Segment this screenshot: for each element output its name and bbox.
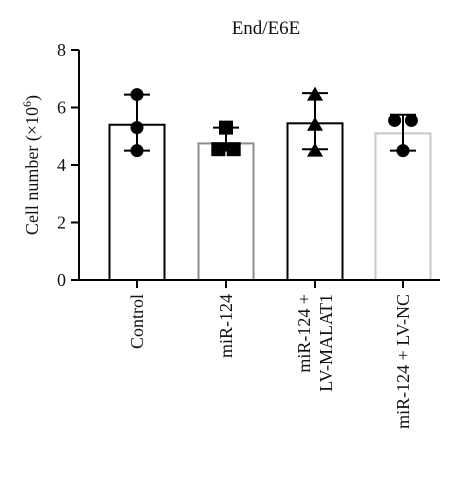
x-tick-label: LV-MALAT1: [316, 294, 336, 392]
y-tick-label: 6: [57, 98, 66, 118]
data-point-circle: [404, 113, 418, 127]
data-point-circle: [388, 113, 402, 127]
data-point-circle: [396, 144, 410, 158]
x-tick-label: miR-124: [216, 294, 236, 358]
y-axis-label-close: ): [22, 95, 43, 101]
data-point-square: [219, 120, 233, 135]
data-point-square: [211, 142, 226, 157]
chart-title: End/E6E: [232, 18, 301, 39]
y-tick-label: 4: [57, 155, 66, 175]
data-point-triangle: [307, 86, 323, 101]
y-tick-label: 2: [57, 213, 66, 233]
data-point-circle: [130, 121, 144, 135]
x-tick-label: miR-124 + LV-NC: [393, 294, 413, 429]
data-point-triangle: [307, 142, 323, 157]
y-tick-label: 8: [57, 40, 66, 60]
y-tick-label: 0: [57, 270, 66, 290]
data-point-circle: [130, 88, 144, 102]
data-point-circle: [130, 144, 144, 158]
data-point-square: [226, 142, 241, 157]
y-axis-label: Cell number (×106): [20, 95, 43, 235]
bar: [197, 142, 255, 281]
x-tick-label: miR-124 +: [294, 294, 314, 373]
plot-area: 0 2 4 6 8 Control miR-124 miR-124 + LV-MALAT1 miR…: [57, 40, 440, 429]
bar: [374, 132, 432, 281]
y-axis-label-superscript: 6: [20, 101, 34, 107]
y-axis-label-main: Cell number (×10: [22, 107, 43, 235]
x-tick-label: Control: [127, 294, 147, 349]
data-point-triangle: [307, 116, 323, 131]
